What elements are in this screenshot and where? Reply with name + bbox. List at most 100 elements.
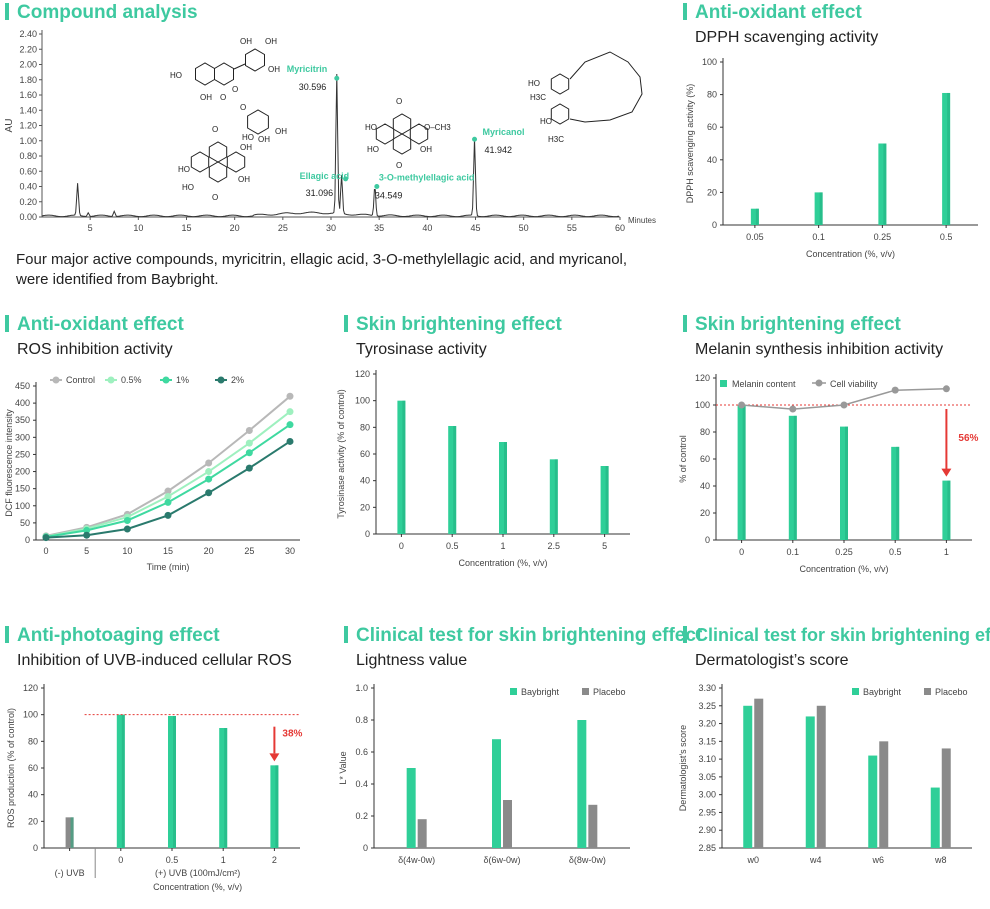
- x-tick-label: 1: [944, 547, 949, 557]
- structure-ring: [247, 109, 269, 135]
- y-tick-label: 100: [695, 400, 710, 410]
- y-tick-label: 1.20: [19, 121, 37, 131]
- x-tick-label: δ(6w-0w): [483, 855, 520, 865]
- y-tick-label: 3.00: [698, 790, 716, 800]
- bar: [588, 804, 598, 848]
- panel-title: Clinical test for skin brightening effec…: [344, 625, 702, 647]
- structure-atom-label: H3C: [548, 135, 564, 144]
- title-accent-bar: [344, 626, 348, 643]
- legend-swatch: [582, 688, 589, 695]
- bar: [891, 446, 900, 540]
- x-tick-label: 0.5: [940, 232, 953, 242]
- bar-shade: [742, 405, 746, 540]
- bar: [270, 765, 279, 848]
- y-tick-label: 3.20: [698, 719, 716, 729]
- y-tick-label: 0: [712, 220, 717, 230]
- bar-shade: [755, 208, 759, 225]
- panel-title: Anti-oxidant effect: [683, 2, 862, 24]
- y-tick-label: 40: [700, 481, 710, 491]
- structure-atom-label: OH: [258, 135, 270, 144]
- x-tick-label: 20: [204, 546, 214, 556]
- tyrosinase-bar-chart: 0 20 40 60 80 100 120 Tyrosinase activity (% of…: [336, 369, 630, 568]
- y-tick-label: 2.00: [19, 60, 37, 70]
- viability-point: [942, 385, 950, 393]
- x-tick-label: 15: [181, 223, 191, 233]
- y-tick-label: 40: [28, 790, 38, 800]
- peak-retention-time: 31.096: [306, 188, 334, 198]
- y-axis-label: % of control: [678, 435, 688, 483]
- x-tick-label: 45: [470, 223, 480, 233]
- bar: [814, 192, 823, 225]
- x-tick-label: 55: [567, 223, 577, 233]
- y-tick-label: 2.85: [698, 843, 716, 853]
- legend-marker: [217, 376, 225, 384]
- x-tick-label: 0.25: [835, 547, 853, 557]
- y-tick-label: 120: [23, 683, 38, 693]
- structure-atom-label: O–CH3: [424, 123, 451, 132]
- bar: [549, 459, 558, 534]
- peak-retention-time: 41.942: [485, 145, 513, 155]
- x-tick-label: 1: [221, 855, 226, 865]
- series-point: [245, 449, 253, 457]
- y-axis-label: DPPH scavenging activity (%): [685, 84, 695, 204]
- x-tick-label: 40: [422, 223, 432, 233]
- series-line: [45, 423, 291, 538]
- panel-subtitle: Dermatologist’s score: [695, 652, 849, 669]
- bar: [65, 817, 74, 848]
- annotation-label: 56%: [958, 433, 978, 444]
- panel-title: Anti-oxidant effect: [5, 314, 184, 336]
- series-point: [164, 511, 172, 519]
- structure-atom-label: OH: [265, 37, 277, 46]
- y-tick-label: 60: [360, 449, 370, 459]
- peak-marker: [343, 176, 349, 182]
- y-tick-label: 3.10: [698, 754, 716, 764]
- viability-point: [738, 401, 746, 409]
- y-tick-label: 0.8: [355, 715, 368, 725]
- bar: [417, 819, 427, 848]
- panel-derm: Clinical test for skin brightening effec…: [683, 625, 990, 685]
- legend-label: Cell viability: [830, 379, 878, 389]
- series-point: [164, 487, 172, 495]
- bar: [743, 705, 753, 848]
- panel-uvb: Anti-photoaging effect Inhibition of UVB…: [5, 625, 325, 685]
- y-tick-label: 3.15: [698, 736, 716, 746]
- bar-shade: [173, 716, 176, 848]
- structure-atom-label: O: [240, 103, 246, 112]
- structure-ring: [208, 141, 228, 163]
- title-accent-bar: [344, 315, 348, 332]
- x-tick-label: δ(8w-0w): [569, 855, 606, 865]
- bar-shade: [453, 426, 457, 534]
- y-tick-label: 1.80: [19, 75, 37, 85]
- bar: [788, 415, 797, 540]
- bar: [878, 143, 887, 225]
- structure-ring: [392, 133, 412, 155]
- x-tick-label: 0.25: [874, 232, 892, 242]
- series-point: [205, 459, 213, 467]
- y-tick-label: 0.20: [19, 197, 37, 207]
- y-tick-label: 40: [707, 155, 717, 165]
- y-tick-label: 0: [363, 843, 368, 853]
- bar-shade: [947, 92, 951, 225]
- structure-atom-label: HO: [367, 145, 379, 154]
- panel-title: Compound analysis: [5, 2, 198, 24]
- peak-marker: [374, 184, 380, 189]
- x-tick-label: 5: [88, 223, 93, 233]
- structure-atom-label: OH: [268, 65, 280, 74]
- x-tick-label: 10: [122, 546, 132, 556]
- x-tick-label: 0.1: [787, 547, 800, 557]
- bar-shade: [819, 192, 823, 225]
- panel-subtitle: ROS inhibition activity: [17, 341, 173, 358]
- viability-point: [789, 405, 797, 413]
- x-tick-label: 30: [326, 223, 336, 233]
- bar: [499, 442, 507, 534]
- panel-title: Skin brightening effect: [344, 314, 562, 336]
- series-point: [286, 421, 294, 429]
- structure-ring: [190, 151, 210, 173]
- x-tick-label: 0.5: [446, 541, 459, 551]
- y-tick-label: 0.6: [355, 747, 368, 757]
- x-tick-label: 0.05: [746, 232, 764, 242]
- y-tick-label: 300: [15, 432, 30, 442]
- x-tick-label: w8: [934, 855, 947, 865]
- structure-atom-label: HO: [170, 71, 182, 80]
- series-point: [286, 408, 294, 416]
